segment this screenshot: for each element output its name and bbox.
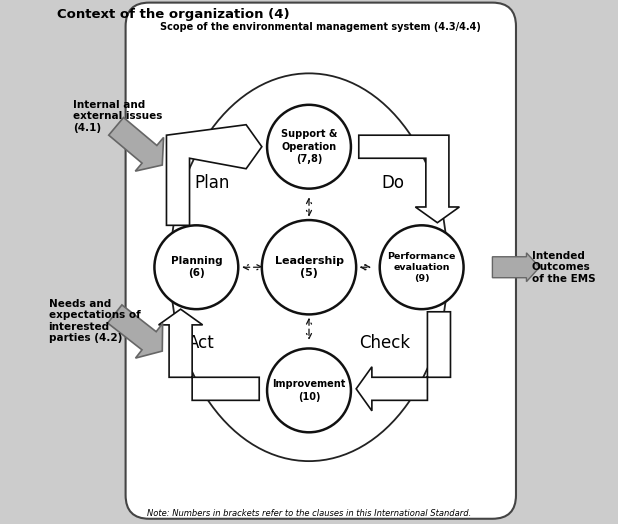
Text: Planning
(6): Planning (6) xyxy=(171,256,222,278)
Text: Do: Do xyxy=(381,174,404,192)
Text: Check: Check xyxy=(360,334,410,352)
PathPatch shape xyxy=(109,117,164,171)
Circle shape xyxy=(267,105,351,189)
Text: Plan: Plan xyxy=(195,174,230,192)
Text: Leadership
(5): Leadership (5) xyxy=(274,256,344,278)
Ellipse shape xyxy=(170,73,448,461)
Text: Context of the organization (4): Context of the organization (4) xyxy=(57,8,290,21)
PathPatch shape xyxy=(108,305,163,358)
Circle shape xyxy=(379,225,464,309)
PathPatch shape xyxy=(159,309,259,400)
Text: Act: Act xyxy=(188,334,215,352)
Text: Performance
evaluation
(9): Performance evaluation (9) xyxy=(387,252,456,283)
FancyBboxPatch shape xyxy=(125,3,516,519)
FancyArrow shape xyxy=(493,253,540,282)
PathPatch shape xyxy=(166,125,262,225)
Circle shape xyxy=(262,220,356,314)
Text: Internal and
external issues
(4.1): Internal and external issues (4.1) xyxy=(73,100,163,133)
Text: Note: Numbers in brackets refer to the clauses in this International Standard.: Note: Numbers in brackets refer to the c… xyxy=(147,509,471,518)
Text: Scope of the environmental management system (4.3/4.4): Scope of the environmental management sy… xyxy=(160,22,481,32)
Text: Intended
Outcomes
of the EMS: Intended Outcomes of the EMS xyxy=(531,250,595,284)
PathPatch shape xyxy=(356,312,451,411)
PathPatch shape xyxy=(359,135,459,223)
Text: Improvement
(10): Improvement (10) xyxy=(273,379,345,401)
Circle shape xyxy=(267,348,351,432)
Circle shape xyxy=(154,225,239,309)
Text: Support &
Operation
(7,8): Support & Operation (7,8) xyxy=(281,129,337,164)
Text: Needs and
expectations of
interested
parties (4.2): Needs and expectations of interested par… xyxy=(49,299,140,343)
